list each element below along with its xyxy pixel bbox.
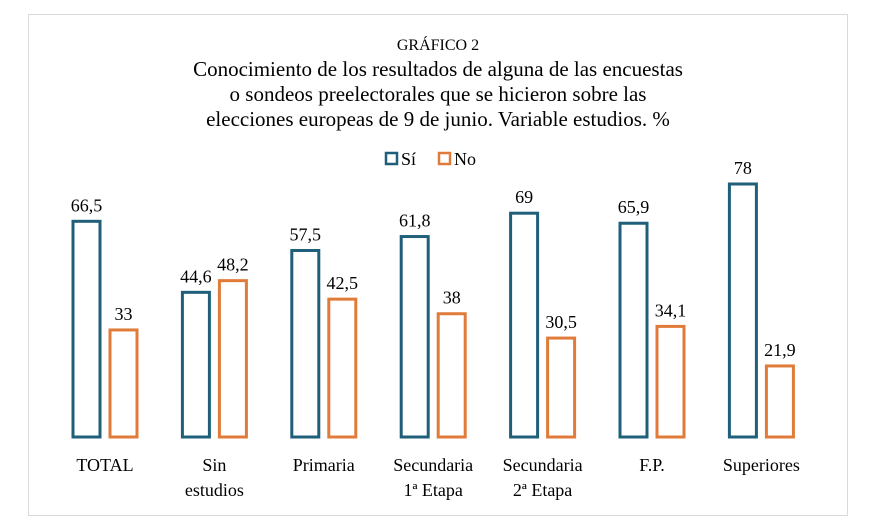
data-label-no-6: 21,9 (764, 340, 796, 360)
legend-label-no: No (454, 149, 476, 169)
data-label-si-6: 78 (734, 158, 752, 178)
bar-si-0 (71, 219, 102, 439)
category-label-1-line-0: Sin (202, 455, 226, 475)
category-label-2-line-0: Primaria (293, 455, 355, 475)
data-label-si-5: 65,9 (618, 197, 650, 217)
data-label-si-2: 57,5 (290, 224, 322, 244)
plot-area: 66,5 33 TOTAL 44,648,2 Sin estudios 57,5 42,5 Pr… (71, 158, 800, 500)
category-label-0-line-0: TOTAL (76, 455, 133, 475)
legend-swatch-si (384, 151, 399, 166)
bar-no-1 (217, 279, 248, 439)
category-label-6-line-0: Superiores (723, 455, 800, 475)
legend-label-si: Sí (401, 149, 416, 169)
data-label-no-1: 48,2 (217, 255, 249, 275)
category-label-3-line-0: Secundaria (393, 455, 473, 475)
bar-si-4 (509, 211, 540, 439)
bar-si-2 (290, 248, 321, 439)
data-label-no-0: 33 (115, 304, 133, 324)
data-label-no-4: 30,5 (545, 312, 577, 332)
category-label-3-line-1: 1ª Etapa (403, 480, 462, 500)
bar-si-1 (180, 290, 211, 439)
legend: Sí No (384, 149, 476, 169)
bar-no-6 (764, 364, 795, 439)
legend-swatch-no (437, 151, 452, 166)
data-label-no-3: 38 (443, 288, 461, 308)
data-label-si-4: 69 (515, 187, 533, 207)
bar-no-5 (655, 324, 686, 439)
bar-no-4 (546, 336, 577, 439)
data-label-no-2: 42,5 (327, 273, 359, 293)
bar-si-5 (618, 221, 649, 439)
bar-no-2 (327, 297, 358, 439)
category-label-4-line-1: 2ª Etapa (513, 480, 572, 500)
chart-title-line-1: Conocimiento de los resultados de alguna… (193, 57, 683, 81)
bar-si-3 (399, 235, 430, 439)
chart-label: GRÁFICO 2 (397, 35, 479, 54)
category-label-1-line-1: estudios (185, 480, 244, 500)
bar-si-6 (727, 182, 758, 439)
category-label-5-line-0: F.P. (639, 455, 665, 475)
bar-no-0 (108, 328, 139, 439)
data-label-si-3: 61,8 (399, 211, 431, 231)
data-label-no-5: 34,1 (655, 300, 687, 320)
chart-title-line-2: o sondeos preelectorales que se hicieron… (230, 82, 647, 106)
bar-no-3 (436, 312, 467, 439)
category-label-4-line-0: Secundaria (503, 455, 583, 475)
chart-title-line-3: elecciones europeas de 9 de junio. Varia… (206, 107, 670, 131)
data-label-si-0: 66,5 (71, 195, 103, 215)
data-label-si-1: 44,6 (180, 266, 212, 286)
